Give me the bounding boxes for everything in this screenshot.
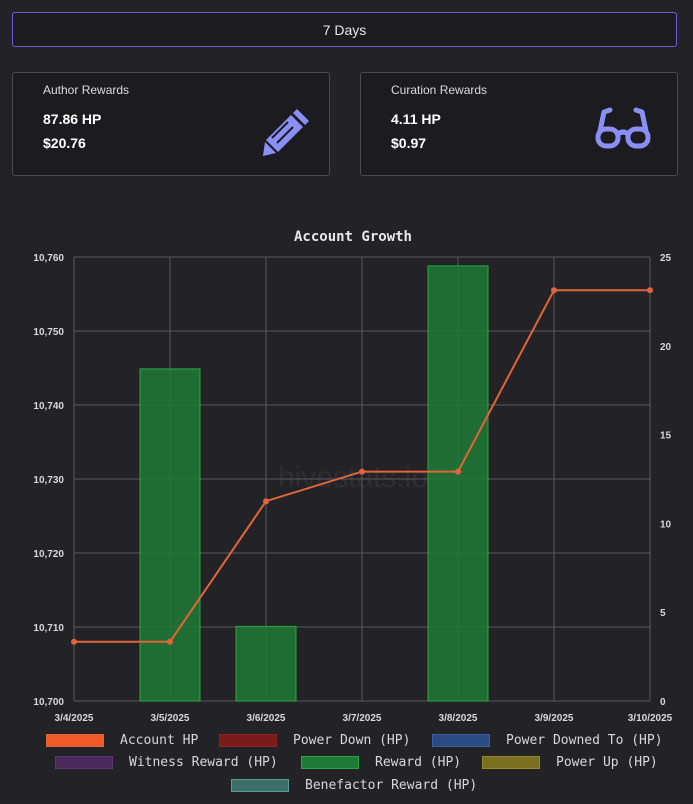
y-left-tick-label: 10,740 bbox=[33, 401, 64, 412]
account-growth-chart: Account Growth hivestats.io 3/4/2025 3/5/… bbox=[33, 229, 673, 724]
x-tick-label: 3/10/2025 bbox=[628, 713, 673, 724]
legend-label: Power Down (HP) bbox=[293, 732, 411, 748]
y-right-tick-label: 25 bbox=[660, 253, 672, 264]
legend-item[interactable]: Account HP bbox=[46, 732, 198, 748]
author-rewards-hp: 87.86 HP bbox=[43, 111, 102, 127]
period-7-days-button[interactable]: 7 Days bbox=[12, 12, 677, 47]
author-rewards-usd: $20.76 bbox=[43, 135, 86, 151]
account-hp-point bbox=[263, 498, 269, 505]
curation-rewards-card: Curation Rewards 4.11 HP $0.97 bbox=[360, 72, 678, 176]
y-left-tick-label: 10,700 bbox=[33, 697, 64, 708]
x-tick-label: 3/5/2025 bbox=[151, 713, 190, 724]
curation-rewards-usd: $0.97 bbox=[391, 135, 427, 151]
x-tick-label: 3/9/2025 bbox=[535, 713, 574, 724]
account-hp-point bbox=[359, 468, 365, 475]
legend-swatch bbox=[301, 755, 359, 769]
y-left-tick-label: 10,760 bbox=[33, 253, 64, 264]
account-hp-point bbox=[167, 638, 173, 645]
y-left-tick-label: 10,710 bbox=[33, 623, 64, 634]
legend-label: Power Downed To (HP) bbox=[506, 732, 663, 748]
x-tick-label: 3/4/2025 bbox=[55, 713, 94, 724]
y-right-tick-label: 10 bbox=[660, 519, 672, 530]
x-tick-label: 3/8/2025 bbox=[439, 713, 478, 724]
y-left-tick-label: 10,730 bbox=[33, 475, 64, 486]
reward-bar bbox=[139, 368, 201, 702]
account-hp-point bbox=[551, 287, 557, 294]
legend-item[interactable]: Power Down (HP) bbox=[219, 732, 410, 748]
y-right-tick-label: 15 bbox=[660, 431, 672, 442]
y-right-tick-label: 5 bbox=[660, 608, 666, 619]
y-left-tick-label: 10,720 bbox=[33, 549, 64, 560]
legend-item[interactable]: Reward (HP) bbox=[301, 754, 461, 770]
chart-watermark: hivestats.io bbox=[278, 461, 428, 494]
y-right-tick-label: 20 bbox=[660, 342, 672, 353]
reward-bar bbox=[427, 265, 489, 702]
legend-item[interactable]: Witness Reward (HP) bbox=[55, 754, 278, 770]
curation-rewards-hp: 4.11 HP bbox=[391, 111, 441, 127]
x-tick-label: 3/6/2025 bbox=[247, 713, 286, 724]
legend-swatch bbox=[231, 778, 289, 792]
author-rewards-title: Author Rewards bbox=[43, 83, 130, 97]
chart-title: Account Growth bbox=[294, 229, 412, 245]
legend-label: Witness Reward (HP) bbox=[129, 754, 278, 770]
legend-swatch bbox=[482, 755, 540, 769]
account-hp-point bbox=[71, 638, 77, 645]
x-tick-label: 3/7/2025 bbox=[343, 713, 382, 724]
legend-item[interactable]: Power Downed To (HP) bbox=[432, 732, 663, 748]
account-hp-point bbox=[455, 468, 461, 475]
legend-swatch bbox=[432, 733, 490, 747]
y-left-tick-label: 10,750 bbox=[33, 327, 64, 338]
legend-swatch bbox=[219, 733, 277, 747]
legend-label: Power Up (HP) bbox=[556, 754, 658, 770]
reward-bar bbox=[235, 625, 297, 702]
legend-label: Benefactor Reward (HP) bbox=[305, 777, 478, 793]
curation-rewards-title: Curation Rewards bbox=[391, 83, 488, 97]
glasses-icon bbox=[595, 107, 651, 149]
legend-label: Reward (HP) bbox=[375, 754, 462, 770]
legend-swatch bbox=[46, 733, 104, 747]
legend-label: Account HP bbox=[120, 732, 199, 748]
legend-swatch bbox=[55, 755, 113, 769]
legend-item[interactable]: Benefactor Reward (HP) bbox=[231, 777, 477, 793]
account-hp-point bbox=[647, 287, 653, 294]
author-rewards-card: Author Rewards 87.86 HP $20.76 bbox=[12, 72, 330, 176]
legend-item[interactable]: Power Up (HP) bbox=[482, 754, 658, 770]
y-right-tick-label: 0 bbox=[660, 697, 666, 708]
pencil-icon bbox=[263, 109, 309, 156]
